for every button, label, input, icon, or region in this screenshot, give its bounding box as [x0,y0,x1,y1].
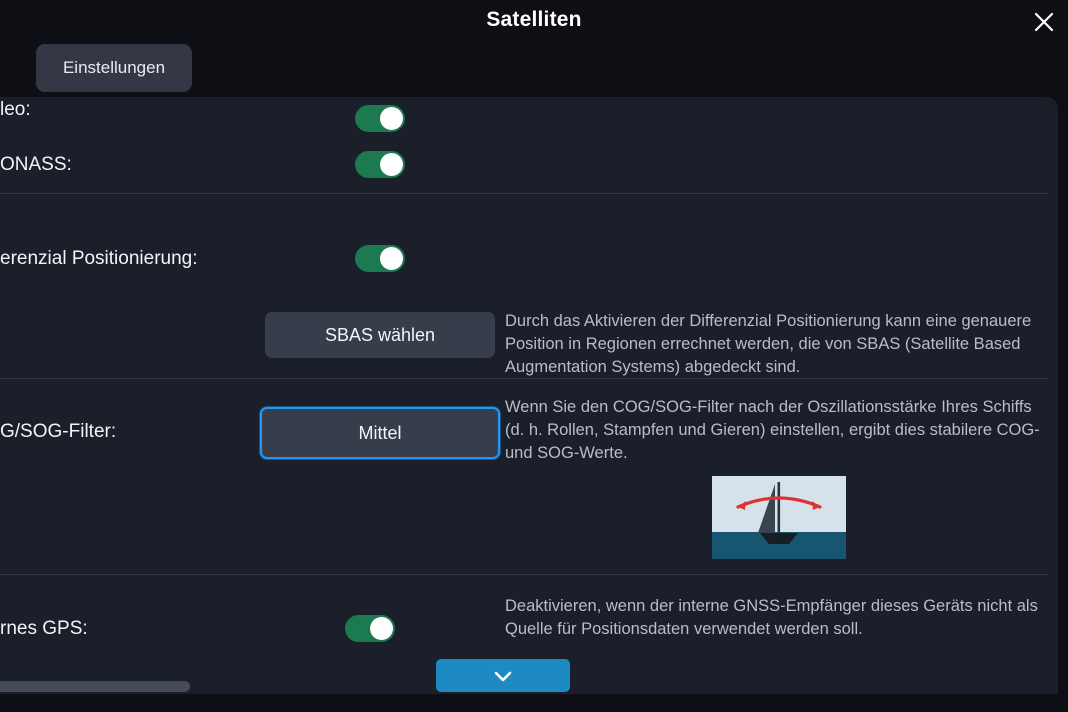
mast-shape [777,482,781,539]
cog-sog-filter-dropdown[interactable]: Mittel [260,407,500,459]
description-cog-sog-filter: Wenn Sie den COG/SOG-Filter nach der Osz… [505,398,1040,462]
tab-einstellungen[interactable]: Einstellungen [36,44,192,92]
row-label-glonass: ONASS: [0,154,72,175]
tab-previous-truncated[interactable]: ng [0,44,14,92]
row-label-cog-sog-filter: G/SOG-Filter: [0,421,117,442]
bottom-bar [0,694,1068,712]
row-label-internal-gps: rnes GPS: [0,618,88,639]
toggle-knob [380,153,403,176]
toggle-knob [380,247,403,270]
toggle-internal-gps[interactable] [345,615,395,642]
sbas-select-button[interactable]: SBAS wählen [265,312,495,358]
row-divider [0,193,1048,194]
arrow-head-right [812,501,820,510]
title-bar: Satelliten [0,0,1068,42]
tab-einstellungen-label: Einstellungen [62,58,166,77]
description-internal-gps: Deaktivieren, wenn der interne GNSS-Empf… [505,597,1038,638]
roll-arrow-curve [736,496,822,509]
chevron-down-icon [494,671,512,681]
description-differential-positioning: Durch das Aktivieren der Differenzial Po… [505,312,1032,376]
close-icon[interactable] [1026,4,1062,40]
horizontal-scrollbar[interactable] [0,681,200,692]
hull-shape [760,533,798,544]
toggle-knob [370,617,393,640]
settings-panel: leo: ONASS: erenzial Positionierung: SBA… [0,97,1058,694]
window-title: Satelliten [486,8,582,31]
row-label-differential-positioning: erenzial Positionierung: [0,248,198,269]
row-label-galileo: leo: [0,99,31,120]
arrow-head-left [738,501,746,510]
toggle-knob [380,107,403,130]
toggle-differential-positioning[interactable] [355,245,405,272]
scroll-down-button[interactable] [436,659,570,692]
horizontal-scrollbar-thumb[interactable] [0,681,190,692]
row-divider [0,574,1048,575]
settings-list: leo: ONASS: erenzial Positionierung: SBA… [0,97,1058,694]
row-divider [0,378,1048,379]
tab-strip: ng Einstellungen [0,44,1068,96]
toggle-galileo[interactable] [355,105,405,132]
sail-shape [758,484,775,533]
sailboat-rolling-illustration [712,476,846,559]
toggle-glonass[interactable] [355,151,405,178]
